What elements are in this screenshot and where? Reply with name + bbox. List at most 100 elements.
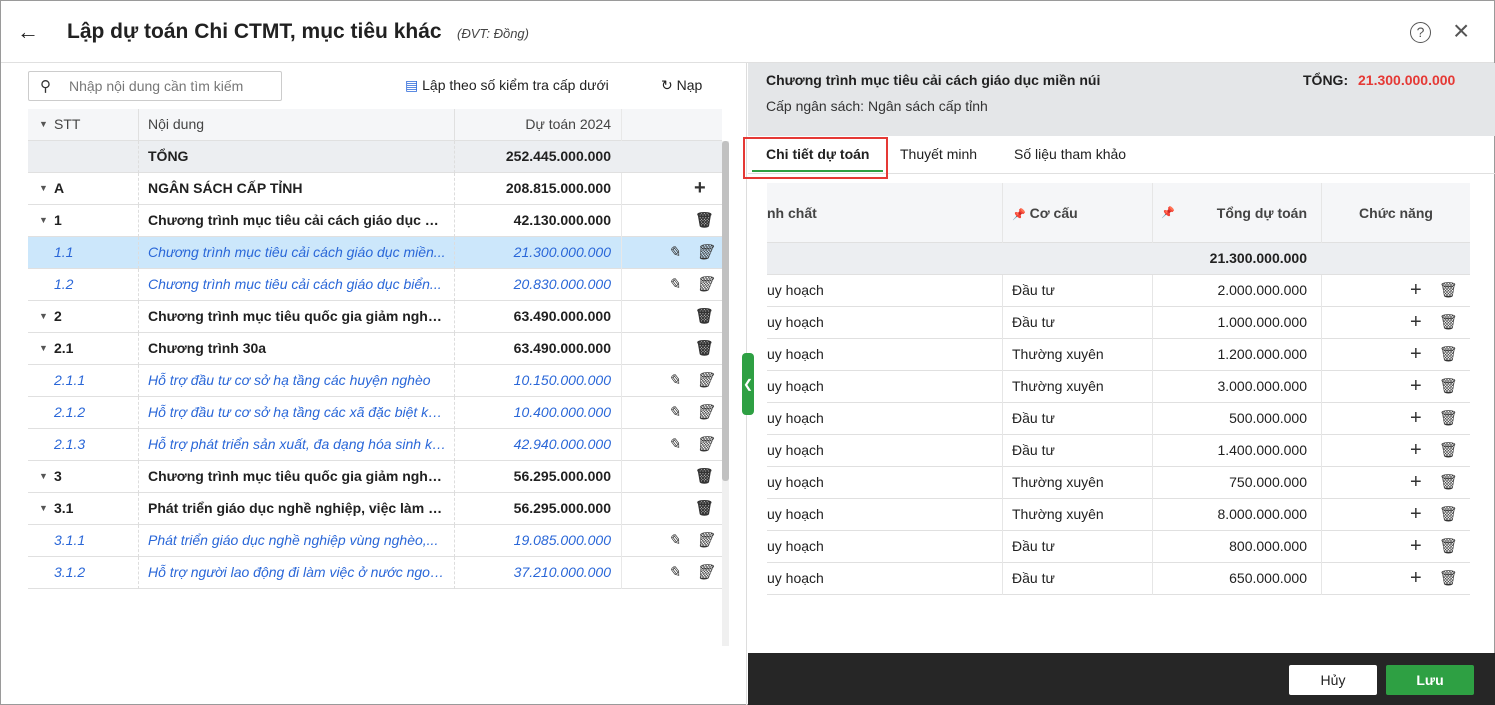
value-cell[interactable]: 800.000.000 [1152, 531, 1319, 563]
trash-icon[interactable]: 🗑 [695, 564, 715, 581]
add-icon[interactable]: + [1410, 343, 1422, 365]
caret-down-icon[interactable]: ▼ [39, 215, 48, 225]
add-icon[interactable]: + [1410, 503, 1422, 525]
detail-row[interactable]: uy hoạch Đầu tư 500.000.000 + 🗑 [767, 403, 1470, 435]
caret-down-icon[interactable]: ▼ [39, 183, 48, 193]
edit-icon[interactable]: ✎ [668, 436, 681, 453]
trash-icon[interactable]: 🗑 [1439, 474, 1459, 491]
tab-reference[interactable]: Số liệu tham khảo [1014, 146, 1127, 162]
edit-icon[interactable]: ✎ [668, 372, 681, 389]
table-row[interactable]: ▼ 1 Chương trình mục tiêu cải cách giáo dụ… [28, 205, 722, 237]
reload-button[interactable]: ↻ Nạp [661, 77, 702, 94]
structure-cell[interactable]: Đầu tư [1002, 403, 1152, 435]
trash-icon[interactable]: 🗑 [695, 340, 715, 357]
save-button[interactable]: Lưu [1386, 665, 1474, 695]
caret-down-icon[interactable]: ▼ [39, 471, 48, 481]
structure-cell[interactable]: Thường xuyên [1002, 467, 1152, 499]
scrollbar-thumb[interactable] [722, 141, 729, 481]
value-cell[interactable]: 750.000.000 [1152, 467, 1319, 499]
trash-icon[interactable]: 🗑 [695, 500, 715, 517]
caret-down-icon[interactable]: ▼ [39, 503, 48, 513]
trash-icon[interactable]: 🗑 [695, 372, 715, 389]
col-stt[interactable]: ▼ STT [28, 109, 138, 141]
value-cell[interactable]: 1.200.000.000 [1152, 339, 1319, 371]
trash-icon[interactable]: 🗑 [1439, 410, 1459, 427]
check-level-button[interactable]: ▤ Lập theo số kiểm tra cấp dưới [405, 77, 609, 94]
structure-cell[interactable]: Đầu tư [1002, 435, 1152, 467]
col-content[interactable]: Nội dung [138, 109, 454, 141]
tab-detail[interactable]: Chi tiết dự toán [766, 146, 870, 162]
structure-cell[interactable]: Thường xuyên [1002, 339, 1152, 371]
col-total[interactable]: 📌 Tổng dự toán [1152, 183, 1319, 243]
help-icon[interactable]: ? [1410, 22, 1431, 43]
detail-row[interactable]: uy hoạch Đầu tư 1.400.000.000 + 🗑 [767, 435, 1470, 467]
table-row[interactable]: 2.1.3 Hỗ trợ phát triển sản xuất, đa dạng… [28, 429, 722, 461]
trash-icon[interactable]: 🗑 [1439, 442, 1459, 459]
trash-icon[interactable]: 🗑 [695, 436, 715, 453]
table-row[interactable]: 3.1.1 Phát triển giáo dục nghề nghiệp vùn… [28, 525, 722, 557]
col-nature[interactable]: nh chất [767, 205, 817, 221]
add-icon[interactable]: + [1410, 535, 1422, 557]
detail-row[interactable]: uy hoạch Đầu tư 1.000.000.000 + 🗑 [767, 307, 1470, 339]
structure-cell[interactable]: Đầu tư [1002, 275, 1152, 307]
edit-icon[interactable]: ✎ [668, 564, 681, 581]
structure-cell[interactable]: Đầu tư [1002, 307, 1152, 339]
add-icon[interactable]: + [1410, 279, 1422, 301]
col-structure[interactable]: 📌 Cơ cấu [1002, 183, 1152, 243]
trash-icon[interactable]: 🗑 [1439, 538, 1459, 555]
search-input[interactable] [69, 76, 274, 96]
value-cell[interactable]: 8.000.000.000 [1152, 499, 1319, 531]
detail-row[interactable]: uy hoạch Thường xuyên 3.000.000.000 + 🗑 [767, 371, 1470, 403]
trash-icon[interactable]: 🗑 [695, 308, 715, 325]
value-cell[interactable]: 500.000.000 [1152, 403, 1319, 435]
structure-cell[interactable]: Thường xuyên [1002, 371, 1152, 403]
table-row[interactable]: ▼ 2 Chương trình mục tiêu quốc gia giảm ng… [28, 301, 722, 333]
pin-icon[interactable]: 📌 [1161, 207, 1175, 219]
scrollbar[interactable] [722, 141, 729, 646]
trash-icon[interactable]: 🗑 [695, 212, 715, 229]
collapse-panel-button[interactable]: ❮ [742, 353, 754, 415]
table-row[interactable]: 2.1.1 Hỗ trợ đầu tư cơ sở hạ tầng các huy… [28, 365, 722, 397]
structure-cell[interactable]: Đầu tư [1002, 563, 1152, 595]
table-row[interactable]: ▼ 2.1 Chương trình 30a 63.490.000.000 🗑 [28, 333, 722, 365]
trash-icon[interactable]: 🗑 [1439, 346, 1459, 363]
add-icon[interactable]: + [1410, 375, 1422, 397]
edit-icon[interactable]: ✎ [668, 404, 681, 421]
trash-icon[interactable]: 🗑 [695, 244, 715, 261]
value-cell[interactable]: 650.000.000 [1152, 563, 1319, 595]
add-icon[interactable]: + [1410, 439, 1422, 461]
trash-icon[interactable]: 🗑 [1439, 282, 1459, 299]
tab-explanation[interactable]: Thuyết minh [900, 146, 978, 162]
table-row[interactable]: 1.1 Chương trình mục tiêu cải cách giáo d… [28, 237, 722, 269]
detail-row[interactable]: uy hoạch Đầu tư 800.000.000 + 🗑 [767, 531, 1470, 563]
table-row[interactable]: 3.1.2 Hỗ trợ người lao động đi làm việc ở… [28, 557, 722, 589]
value-cell[interactable]: 1.400.000.000 [1152, 435, 1319, 467]
table-row[interactable]: ▼ A NGÂN SÁCH CẤP TỈNH 208.815.000.000 + [28, 173, 722, 205]
detail-row[interactable]: uy hoạch Thường xuyên 750.000.000 + 🗑 [767, 467, 1470, 499]
structure-cell[interactable]: Thường xuyên [1002, 499, 1152, 531]
caret-down-icon[interactable]: ▼ [39, 343, 48, 353]
structure-cell[interactable]: Đầu tư [1002, 531, 1152, 563]
trash-icon[interactable]: 🗑 [695, 276, 715, 293]
value-cell[interactable]: 3.000.000.000 [1152, 371, 1319, 403]
table-row[interactable]: 2.1.2 Hỗ trợ đầu tư cơ sở hạ tầng các xã … [28, 397, 722, 429]
detail-row[interactable]: uy hoạch Đầu tư 650.000.000 + 🗑 [767, 563, 1470, 595]
edit-icon[interactable]: ✎ [668, 276, 681, 293]
table-row[interactable]: ▼ 3 Chương trình mục tiêu quốc gia giảm ng… [28, 461, 722, 493]
col-budget[interactable]: Dự toán 2024 [454, 109, 621, 141]
trash-icon[interactable]: 🗑 [695, 468, 715, 485]
detail-row[interactable]: uy hoạch Thường xuyên 8.000.000.000 + 🗑 [767, 499, 1470, 531]
trash-icon[interactable]: 🗑 [1439, 570, 1459, 587]
trash-icon[interactable]: 🗑 [1439, 378, 1459, 395]
pin-icon[interactable]: 📌 [1012, 209, 1026, 221]
value-cell[interactable]: 1.000.000.000 [1152, 307, 1319, 339]
add-icon[interactable]: + [1410, 407, 1422, 429]
edit-icon[interactable]: ✎ [668, 532, 681, 549]
trash-icon[interactable]: 🗑 [695, 404, 715, 421]
trash-icon[interactable]: 🗑 [1439, 506, 1459, 523]
edit-icon[interactable]: ✎ [668, 244, 681, 261]
caret-down-icon[interactable]: ▼ [39, 311, 48, 321]
detail-row[interactable]: uy hoạch Đầu tư 2.000.000.000 + 🗑 [767, 275, 1470, 307]
add-icon[interactable]: + [1410, 567, 1422, 589]
add-icon[interactable]: + [1410, 311, 1422, 333]
